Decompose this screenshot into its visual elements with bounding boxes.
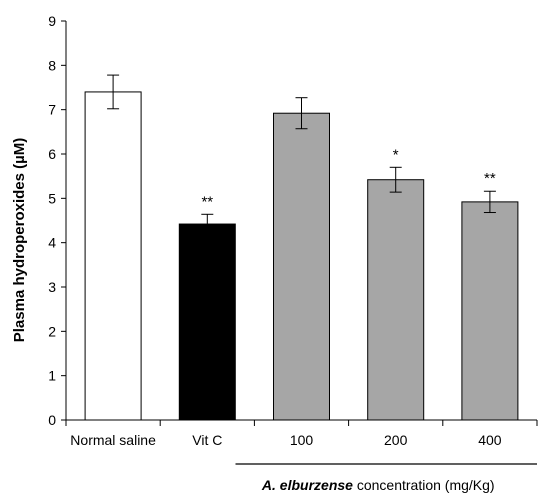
x-tick-label-4: 400 <box>478 432 502 448</box>
y-tick-label-8: 8 <box>48 57 56 73</box>
y-axis-label: Plasma hydroperoxides (µM) <box>11 138 28 343</box>
error-bar-3 <box>389 166 402 193</box>
bars: ***** <box>84 74 519 421</box>
error-bar-1 <box>201 213 214 235</box>
x-tick-label-1: Vit C <box>192 432 222 448</box>
bar-1 <box>178 223 236 421</box>
bar-4 <box>461 201 519 421</box>
group-label-species: A. elburzense <box>261 477 353 493</box>
x-tick-label-0: Normal saline <box>70 432 156 448</box>
y-tick-label-6: 6 <box>48 146 56 162</box>
y-tick-label-3: 3 <box>48 279 56 295</box>
y-tick-label-1: 1 <box>48 368 56 384</box>
bar-2 <box>273 112 330 421</box>
x-axis-ticks: Normal saline Vit C 100 200 400 <box>65 420 538 448</box>
y-tick-label-4: 4 <box>48 235 56 251</box>
significance-marker-4: ** <box>484 170 496 187</box>
significance-marker-3: * <box>393 146 399 163</box>
error-bar-2 <box>295 97 308 130</box>
group-label: A. elburzense concentration (mg/Kg) <box>261 477 495 493</box>
y-tick-label-7: 7 <box>48 102 56 118</box>
y-axis-ticks: 0 1 2 3 4 5 6 7 8 9 <box>48 13 66 428</box>
bar-0 <box>84 91 142 421</box>
bar-3 <box>367 179 425 421</box>
error-bar-0 <box>107 74 120 110</box>
y-tick-label-5: 5 <box>48 190 56 206</box>
y-tick-label-9: 9 <box>48 13 56 29</box>
group-label-text: concentration (mg/Kg) <box>353 477 495 493</box>
y-tick-label-2: 2 <box>48 323 56 339</box>
x-tick-label-3: 200 <box>384 432 408 448</box>
significance-marker-1: ** <box>201 193 213 210</box>
error-bar-4 <box>483 190 496 214</box>
y-tick-label-0: 0 <box>48 412 56 428</box>
x-tick-label-2: 100 <box>290 432 314 448</box>
